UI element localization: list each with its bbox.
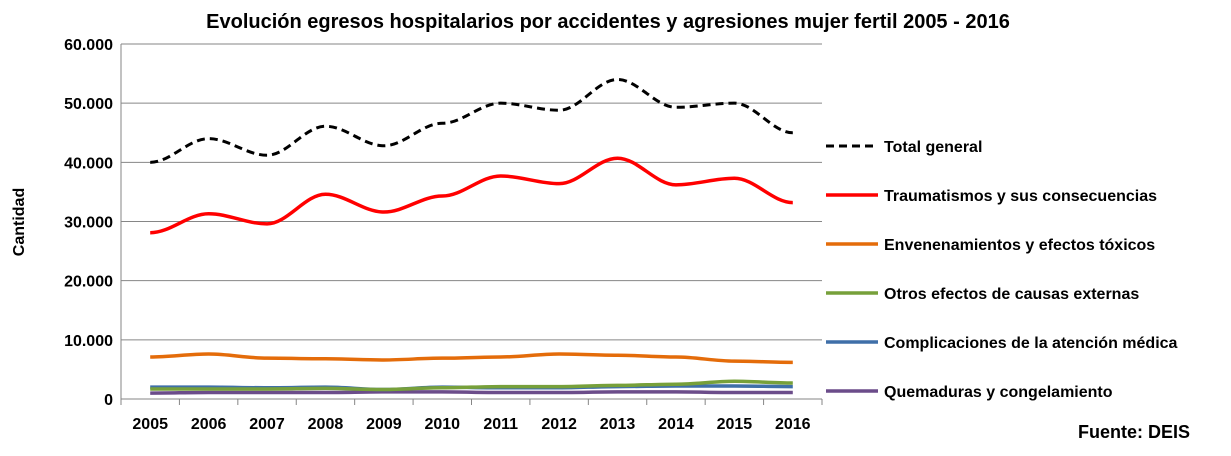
x-tick-label: 2012 bbox=[541, 416, 577, 433]
series-line bbox=[150, 392, 793, 393]
legend-label: Traumatismos y sus consecuencias bbox=[884, 188, 1157, 205]
x-tick-label: 2016 bbox=[775, 416, 811, 433]
legend-label: Quemaduras y congelamiento bbox=[884, 384, 1113, 401]
series-line bbox=[150, 354, 793, 362]
y-tick-label: 30.000 bbox=[64, 215, 113, 232]
x-tick-label: 2010 bbox=[424, 416, 460, 433]
chart-title: Evolución egresos hospitalarios por acci… bbox=[206, 11, 1010, 33]
x-tick-label: 2013 bbox=[600, 416, 636, 433]
y-tick-label: 0 bbox=[104, 392, 113, 409]
series-line bbox=[150, 80, 793, 163]
legend-label: Complicaciones de la atención médica bbox=[884, 335, 1178, 352]
x-tick-label: 2005 bbox=[132, 416, 168, 433]
x-tick-label: 2015 bbox=[717, 416, 753, 433]
x-tick-label: 2009 bbox=[366, 416, 402, 433]
y-axis-label: Cantidad bbox=[11, 188, 28, 256]
x-tick-label: 2011 bbox=[483, 416, 518, 433]
x-tick-label: 2006 bbox=[191, 416, 227, 433]
x-tick-label: 2007 bbox=[249, 416, 285, 433]
y-tick-label: 60.000 bbox=[64, 37, 113, 54]
legend-label: Total general bbox=[884, 139, 982, 156]
x-tick-label: 2014 bbox=[658, 416, 694, 433]
y-tick-label: 10.000 bbox=[64, 333, 113, 350]
y-tick-label: 20.000 bbox=[64, 274, 113, 291]
legend-label: Otros efectos de causas externas bbox=[884, 286, 1139, 303]
y-tick-label: 40.000 bbox=[64, 155, 113, 172]
legend-label: Envenenamientos y efectos tóxicos bbox=[884, 237, 1155, 254]
x-tick-label: 2008 bbox=[308, 416, 344, 433]
source-label: Fuente: DEIS bbox=[1078, 422, 1190, 442]
y-tick-label: 50.000 bbox=[64, 96, 113, 113]
